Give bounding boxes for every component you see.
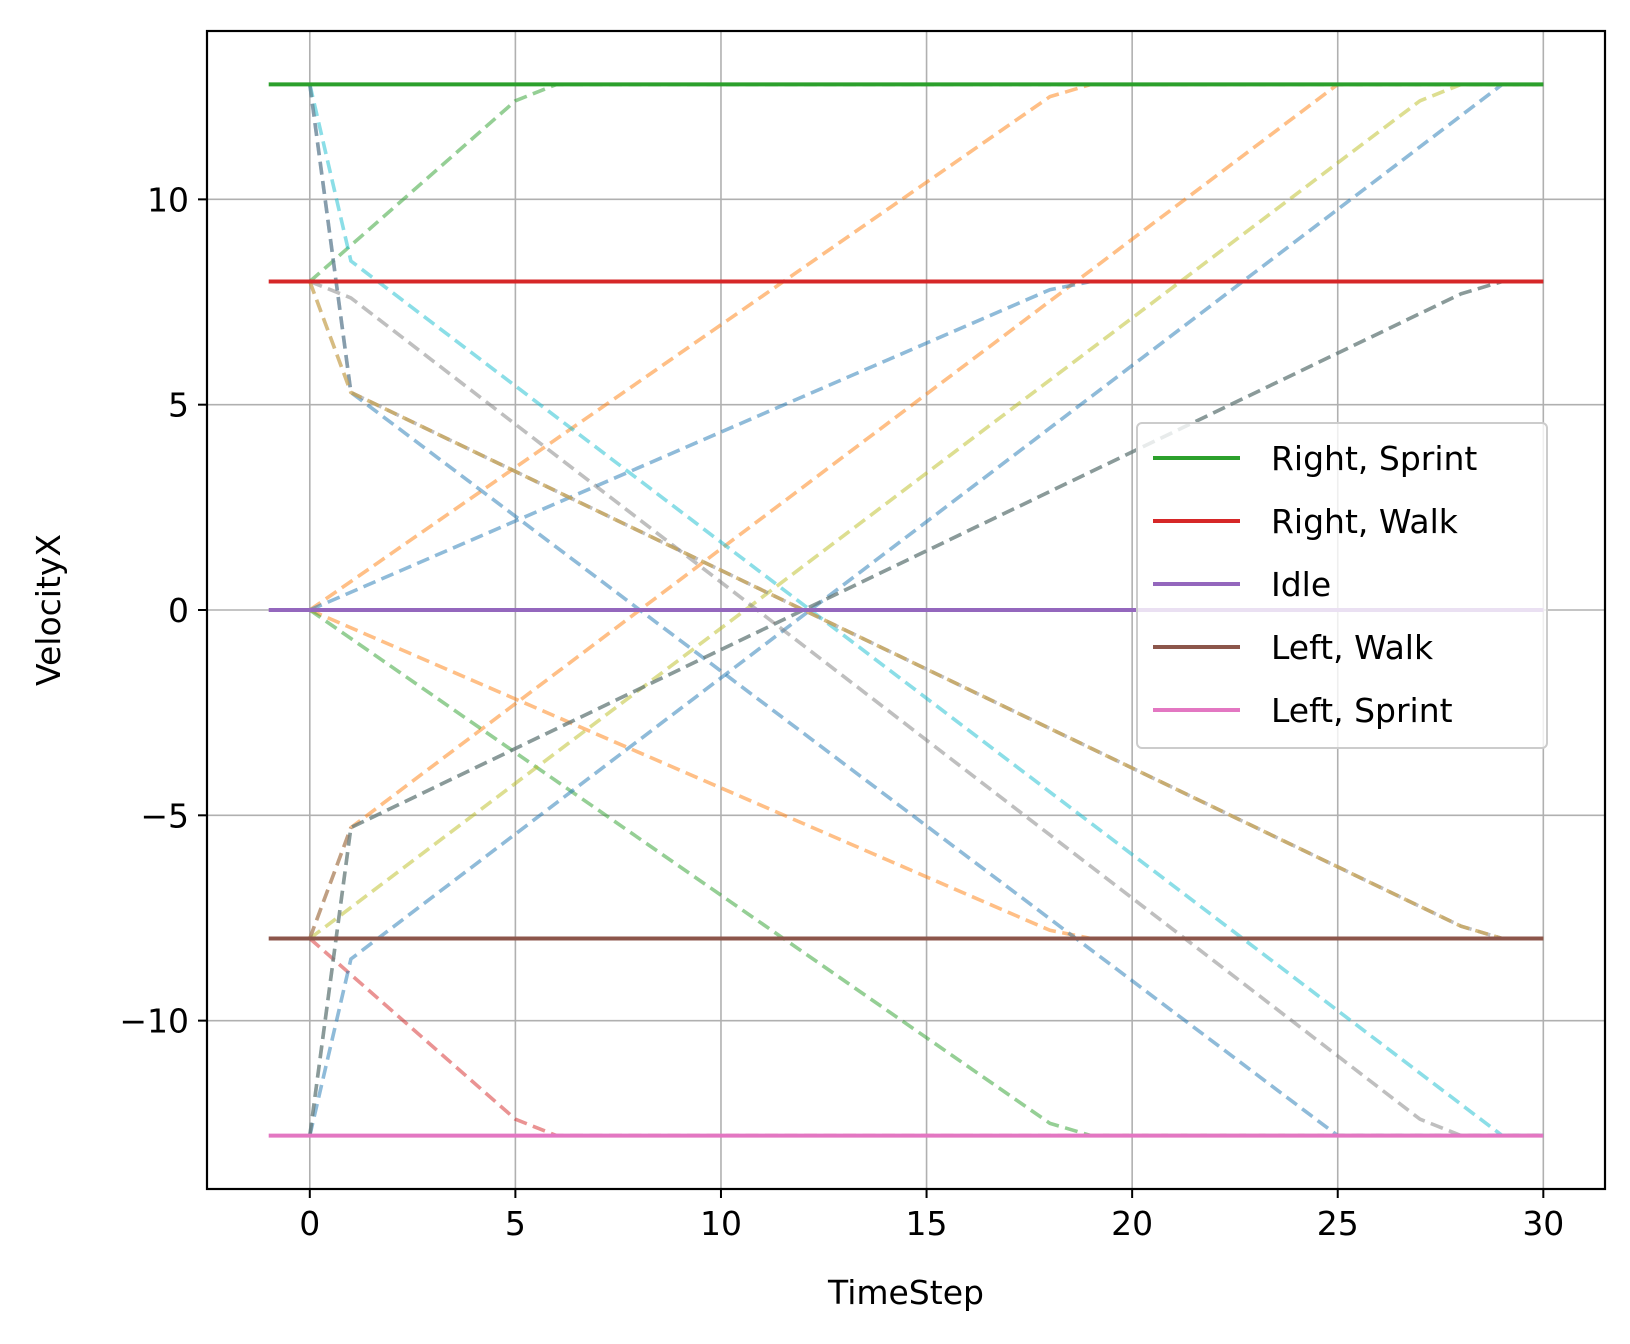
x-tick-label: 10 xyxy=(700,1204,742,1243)
legend-label: Left, Walk xyxy=(1271,628,1434,667)
y-tick-label: −5 xyxy=(140,796,189,835)
x-axis-label: TimeStep xyxy=(827,1273,984,1312)
y-tick-label: −10 xyxy=(119,1002,189,1041)
legend-label: Left, Sprint xyxy=(1271,691,1453,730)
transition-line xyxy=(308,608,1544,1138)
legend-label: Idle xyxy=(1271,565,1331,604)
transition-line xyxy=(308,82,1544,612)
legend-label: Right, Walk xyxy=(1271,502,1459,541)
y-tick-label: 0 xyxy=(168,591,189,630)
x-tick-label: 25 xyxy=(1317,1204,1359,1243)
y-axis-label: VelocityX xyxy=(29,534,68,686)
x-tick-label: 5 xyxy=(505,1204,526,1243)
legend-label: Right, Sprint xyxy=(1271,439,1477,478)
x-tick-label: 15 xyxy=(906,1204,948,1243)
x-tick-label: 0 xyxy=(299,1204,320,1243)
legend: Right, Sprint Right, Walk Idle Left, Walk Le… xyxy=(1136,422,1548,749)
x-tick-label: 20 xyxy=(1111,1204,1153,1243)
legend-box xyxy=(1136,422,1548,749)
y-tick-label: 10 xyxy=(147,180,189,219)
axis-ticks: 0 5 10 15 20 25 30 −10 −5 0 5 10 xyxy=(119,180,1564,1243)
transition-line xyxy=(308,826,353,940)
x-tick-label: 30 xyxy=(1522,1204,1564,1243)
transition-line xyxy=(308,82,1544,940)
y-tick-label: 5 xyxy=(168,386,189,425)
